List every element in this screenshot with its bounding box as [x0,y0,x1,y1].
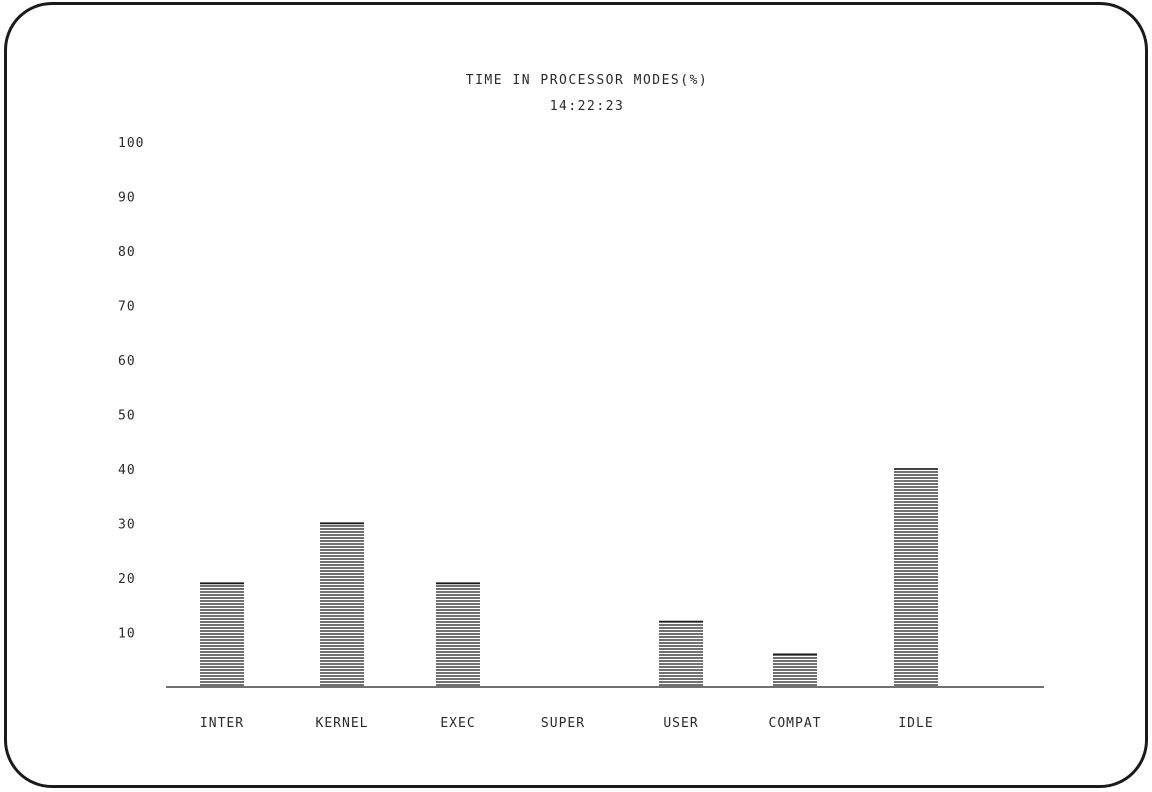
chart-timestamp: 14:22:23 [550,99,625,114]
bars-group [200,468,938,686]
x-category-label-super: SUPER [541,716,585,731]
y-tick-label: 20 [118,572,136,587]
y-tick-label: 70 [118,300,136,315]
chart-title: TIME IN PROCESSOR MODES(%) [466,73,709,88]
x-category-label-user: USER [663,716,698,731]
y-tick-label: 90 [118,191,136,206]
bar-kernel [320,522,364,686]
bar-compat [773,653,817,686]
y-tick-label: 40 [118,463,136,478]
display-screen-frame [4,2,1148,788]
y-tick-label: 80 [118,245,136,260]
bar-user [659,620,703,686]
x-category-label-inter: INTER [200,716,244,731]
y-tick-label: 60 [118,354,136,369]
x-category-label-compat: COMPAT [769,716,822,731]
x-category-label-exec: EXEC [440,716,475,731]
bar-idle [894,468,938,686]
y-tick-label: 30 [118,518,136,533]
y-tick-label: 100 [118,136,144,151]
x-axis-category-labels: INTER KERNEL EXEC SUPER USER COMPAT IDLE [200,716,933,731]
bar-inter [200,582,244,686]
x-category-label-idle: IDLE [898,716,933,731]
bar-exec [436,582,480,686]
y-tick-label: 10 [118,627,136,642]
y-tick-label: 50 [118,409,136,424]
x-category-label-kernel: KERNEL [316,716,369,731]
y-axis-tick-labels: 10 20 30 40 50 60 70 80 90 100 [118,136,144,642]
